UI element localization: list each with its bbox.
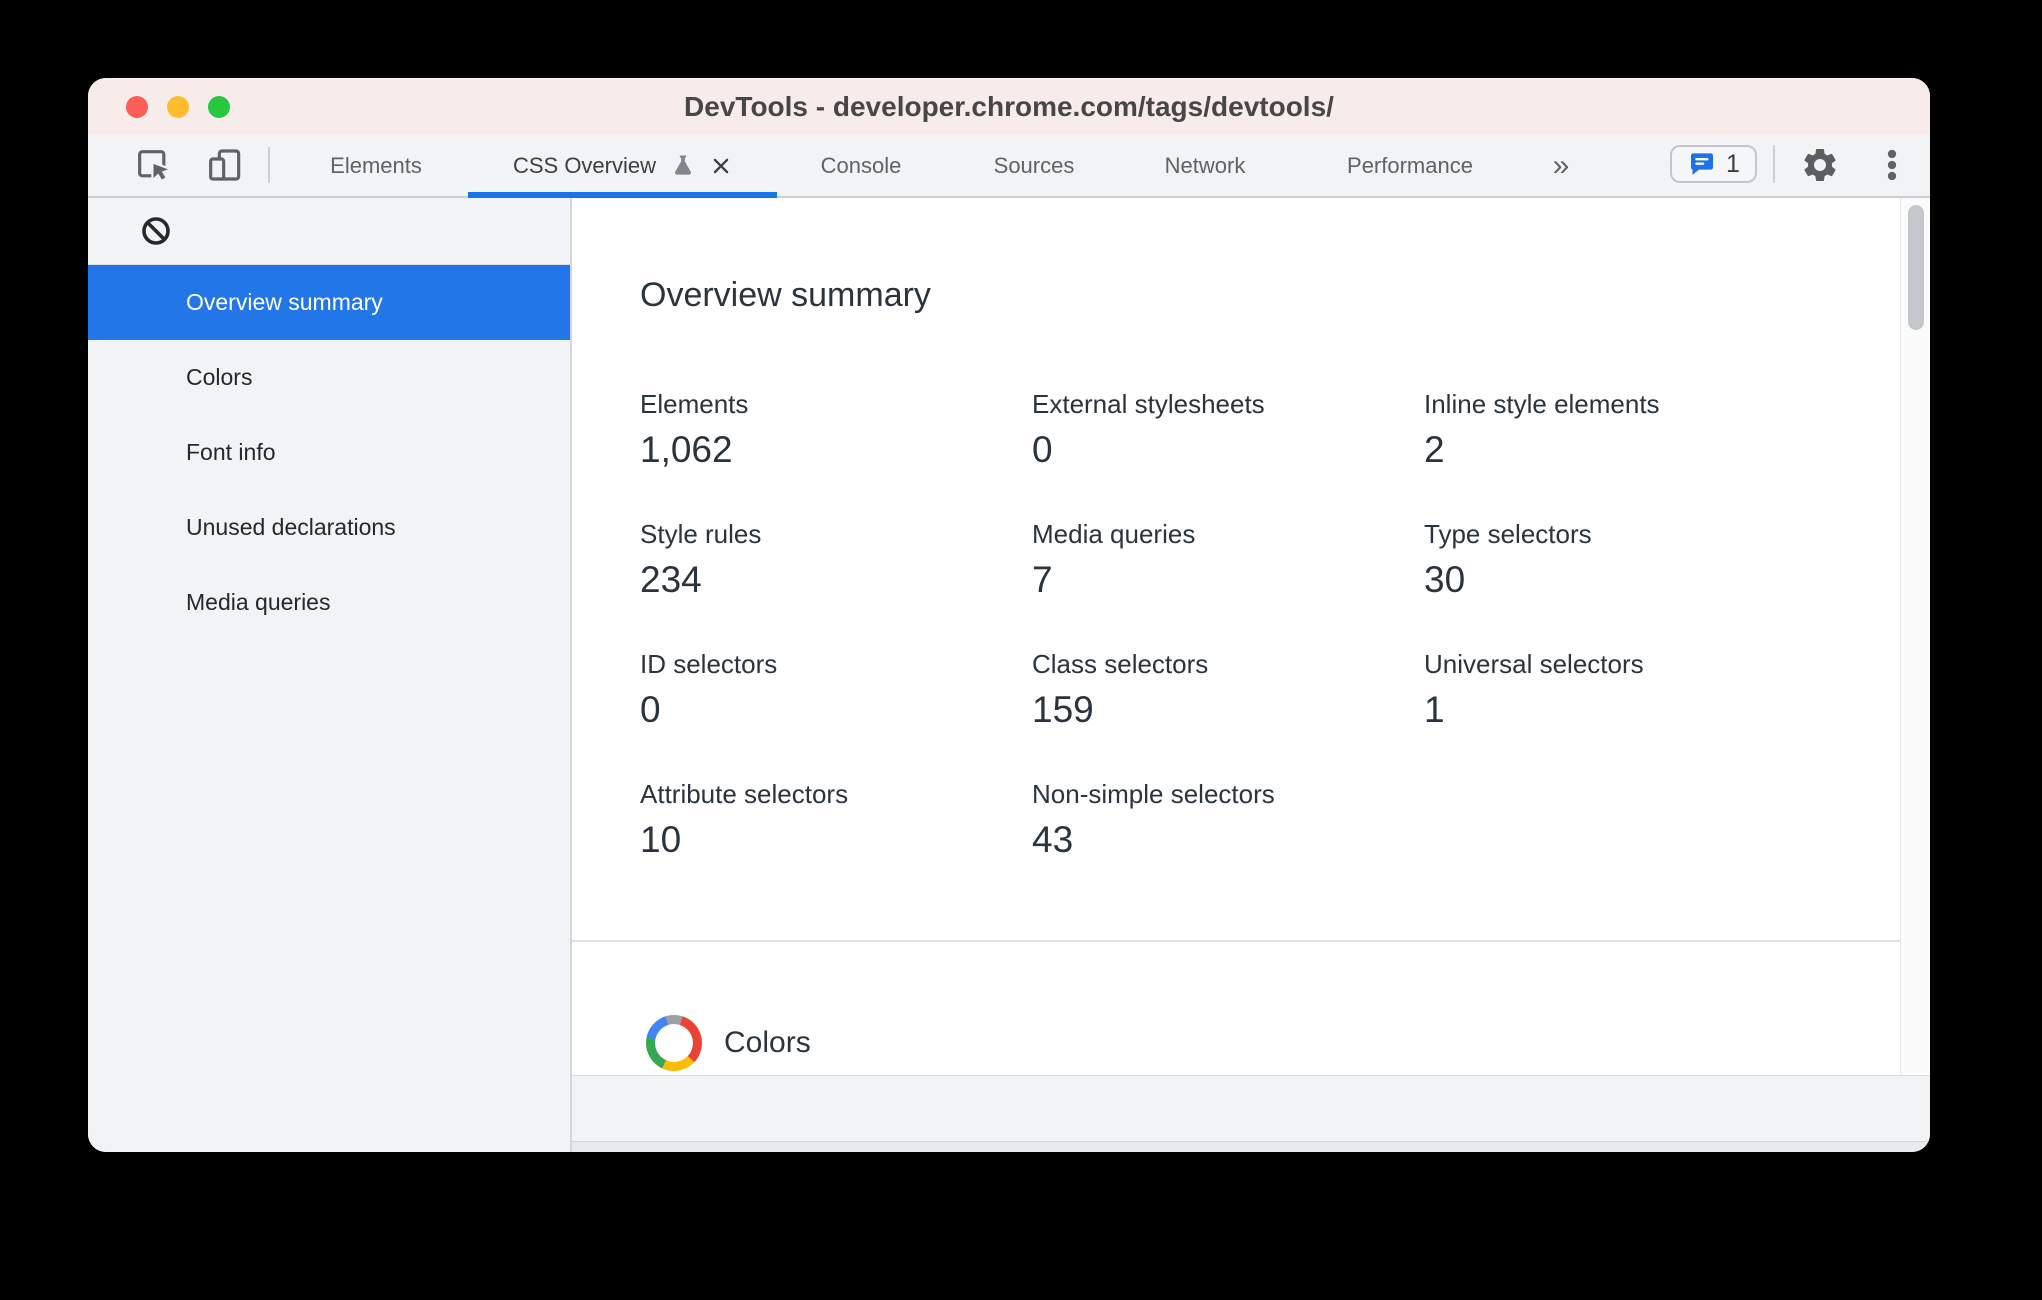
device-toolbar-icon[interactable] [205, 145, 245, 185]
tab-css-overview[interactable]: CSS Overview [468, 135, 777, 198]
stat-value: 0 [640, 689, 661, 730]
summary-stats-grid: Elements 1,062 External stylesheets 0 In… [640, 388, 1816, 862]
sidebar-items: Overview summary Colors Font info Unused… [88, 265, 570, 640]
stat-label: Type selectors [1424, 519, 1592, 549]
sidebar-item-label: Colors [186, 364, 253, 390]
toolbar-divider [268, 147, 270, 183]
css-overview-sidebar: Overview summary Colors Font info Unused… [88, 198, 572, 1152]
stat-value: 159 [1032, 689, 1094, 730]
inspect-element-icon[interactable] [133, 145, 173, 185]
three-dot-menu-icon[interactable] [1872, 145, 1912, 185]
devtools-tab-bar: Elements CSS Overview Console Sources Ne… [88, 135, 1930, 198]
stat-value: 7 [1032, 559, 1053, 600]
close-tab-icon[interactable] [710, 155, 732, 177]
stat-label: External stylesheets [1032, 389, 1265, 419]
stat-value: 234 [640, 559, 702, 600]
issues-badge[interactable]: 1 [1670, 145, 1757, 183]
stat-value: 2 [1424, 429, 1445, 470]
zoom-window-button[interactable] [208, 96, 230, 118]
stat-label: Attribute selectors [640, 779, 849, 809]
stat-value: 10 [640, 819, 682, 860]
stat-card: Type selectors 30 [1424, 518, 1816, 602]
more-tabs-icon[interactable]: » [1552, 148, 1570, 182]
stat-label: Non-simple selectors [1032, 779, 1275, 809]
colors-section-header: Colors [646, 1015, 811, 1071]
stat-card: Class selectors 159 [1032, 648, 1424, 732]
sidebar-item[interactable]: Colors [88, 340, 570, 415]
sidebar-item-label: Overview summary [186, 289, 383, 315]
overview-summary-panel: Overview summary Elements 1,062 External… [572, 198, 1900, 1075]
settings-gear-icon[interactable] [1800, 145, 1840, 185]
tab-css-overview-label: CSS Overview [512, 152, 657, 178]
stat-card: Attribute selectors 10 [640, 778, 1032, 862]
tab-network[interactable]: Network [1164, 152, 1246, 178]
stat-card: External stylesheets 0 [1032, 388, 1424, 472]
stat-card: Style rules 234 [640, 518, 1032, 602]
tab-performance[interactable]: Performance [1347, 152, 1473, 178]
stat-card: Universal selectors 1 [1424, 648, 1816, 732]
window-title: DevTools - developer.chrome.com/tags/dev… [684, 91, 1334, 122]
content-bottom-edge [572, 1141, 1930, 1152]
stat-card: Non-simple selectors 43 [1032, 778, 1424, 862]
stat-label: Media queries [1032, 519, 1196, 549]
stat-card: Elements 1,062 [640, 388, 1032, 472]
close-window-button[interactable] [126, 96, 148, 118]
stat-value: 1,062 [640, 429, 733, 470]
sidebar-item-label: Unused declarations [186, 514, 396, 540]
toolbar-divider [1773, 145, 1775, 183]
issues-speech-bubble-icon [1687, 149, 1717, 179]
minimize-window-button[interactable] [167, 96, 189, 118]
stat-value: 43 [1032, 819, 1074, 860]
stat-label: ID selectors [640, 649, 778, 679]
clear-overview-icon[interactable] [140, 215, 172, 247]
sidebar-item[interactable]: Overview summary [88, 265, 570, 340]
stat-label: Inline style elements [1424, 389, 1660, 419]
stat-value: 1 [1424, 689, 1445, 730]
sidebar-item-label: Media queries [186, 589, 331, 615]
stat-label: Universal selectors [1424, 649, 1644, 679]
vertical-scrollbar[interactable] [1900, 198, 1930, 1075]
tab-sources[interactable]: Sources [993, 152, 1075, 178]
experiment-flask-icon [669, 152, 697, 180]
page-title: Overview summary [640, 276, 931, 314]
title-bar: DevTools - developer.chrome.com/tags/dev… [88, 78, 1930, 136]
stat-card: Inline style elements 2 [1424, 388, 1816, 472]
colors-ring-icon [646, 1015, 702, 1071]
stat-value: 0 [1032, 429, 1053, 470]
sidebar-item[interactable]: Unused declarations [88, 490, 570, 565]
stat-label: Style rules [640, 519, 762, 549]
tab-elements[interactable]: Elements [330, 152, 422, 178]
colors-section-title: Colors [724, 1026, 811, 1059]
sidebar-item[interactable]: Media queries [88, 565, 570, 640]
stat-label: Elements [640, 389, 749, 419]
sidebar-toolbar [88, 198, 570, 265]
stat-value: 30 [1424, 559, 1466, 600]
stat-label: Class selectors [1032, 649, 1209, 679]
stat-card: Media queries 7 [1032, 518, 1424, 602]
stat-card: ID selectors 0 [640, 648, 1032, 732]
section-divider [572, 940, 1900, 942]
devtools-window: DevTools - developer.chrome.com/tags/dev… [88, 78, 1930, 1152]
tab-console[interactable]: Console [820, 152, 902, 178]
content-bottom-area [572, 1075, 1930, 1141]
sidebar-item[interactable]: Font info [88, 415, 570, 490]
sidebar-item-label: Font info [186, 439, 276, 465]
issues-count: 1 [1726, 149, 1740, 178]
scrollbar-thumb[interactable] [1908, 205, 1924, 330]
